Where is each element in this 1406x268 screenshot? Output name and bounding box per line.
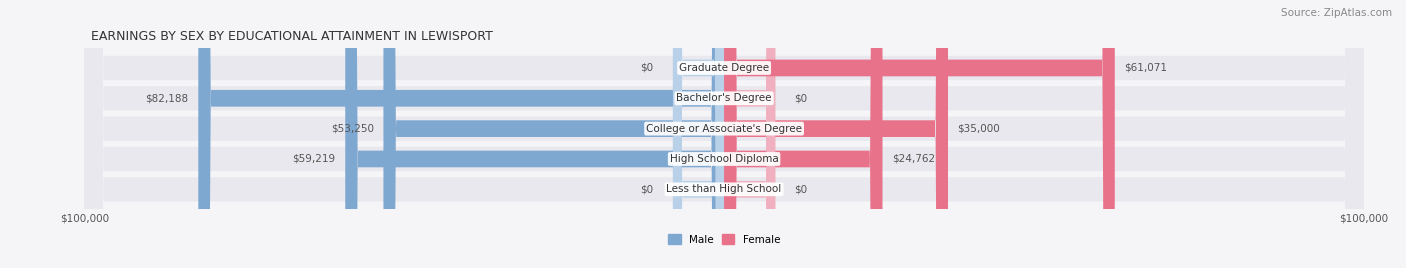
Text: College or Associate's Degree: College or Associate's Degree xyxy=(647,124,801,134)
Text: $59,219: $59,219 xyxy=(292,154,336,164)
FancyBboxPatch shape xyxy=(84,0,1364,268)
Text: $82,188: $82,188 xyxy=(146,93,188,103)
Text: High School Diploma: High School Diploma xyxy=(669,154,779,164)
Text: Source: ZipAtlas.com: Source: ZipAtlas.com xyxy=(1281,8,1392,18)
FancyBboxPatch shape xyxy=(84,0,1364,268)
FancyBboxPatch shape xyxy=(84,0,1364,268)
FancyBboxPatch shape xyxy=(724,0,775,268)
Text: EARNINGS BY SEX BY EDUCATIONAL ATTAINMENT IN LEWISPORT: EARNINGS BY SEX BY EDUCATIONAL ATTAINMEN… xyxy=(91,30,492,43)
FancyBboxPatch shape xyxy=(346,0,724,268)
FancyBboxPatch shape xyxy=(724,0,775,268)
FancyBboxPatch shape xyxy=(84,0,1364,268)
FancyBboxPatch shape xyxy=(724,0,1115,268)
Text: $0: $0 xyxy=(641,184,654,194)
FancyBboxPatch shape xyxy=(384,0,724,268)
Legend: Male, Female: Male, Female xyxy=(664,230,785,249)
FancyBboxPatch shape xyxy=(673,0,724,268)
FancyBboxPatch shape xyxy=(673,0,724,268)
Text: $53,250: $53,250 xyxy=(330,124,374,134)
Text: $61,071: $61,071 xyxy=(1125,63,1167,73)
FancyBboxPatch shape xyxy=(724,0,883,268)
Text: $0: $0 xyxy=(641,63,654,73)
FancyBboxPatch shape xyxy=(198,0,724,268)
Text: $0: $0 xyxy=(794,93,807,103)
Text: $35,000: $35,000 xyxy=(957,124,1000,134)
Text: $0: $0 xyxy=(794,184,807,194)
FancyBboxPatch shape xyxy=(724,0,948,268)
Text: Graduate Degree: Graduate Degree xyxy=(679,63,769,73)
Text: Bachelor's Degree: Bachelor's Degree xyxy=(676,93,772,103)
FancyBboxPatch shape xyxy=(84,0,1364,268)
Text: Less than High School: Less than High School xyxy=(666,184,782,194)
Text: $24,762: $24,762 xyxy=(891,154,935,164)
